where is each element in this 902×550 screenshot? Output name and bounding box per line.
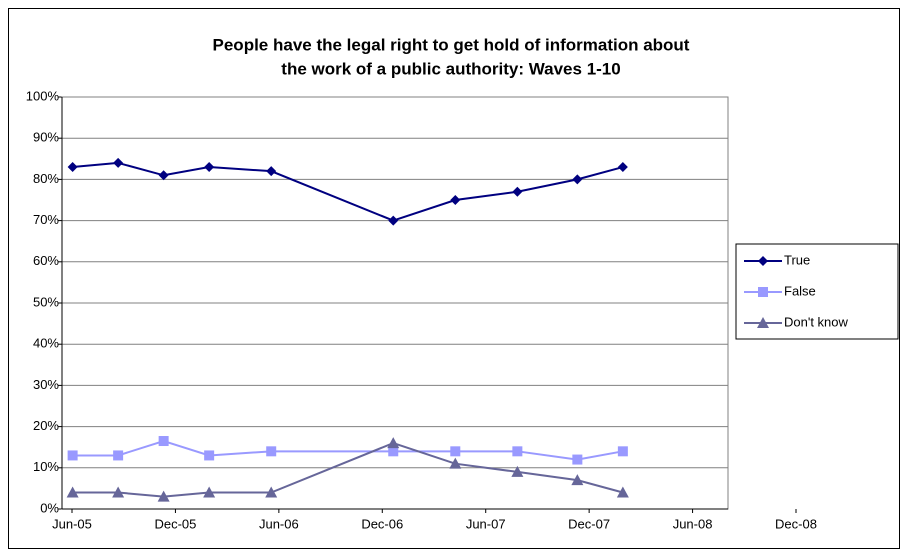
chart-title: the work of a public authority: Waves 1-… <box>281 59 620 78</box>
marker <box>113 157 124 168</box>
y-tick-label: 30% <box>33 377 59 392</box>
x-tick-label: Jun-05 <box>52 516 92 531</box>
y-tick-label: 40% <box>33 336 59 351</box>
legend-marker <box>758 287 768 297</box>
series-line <box>72 439 624 461</box>
marker <box>450 195 461 205</box>
x-tick-label: Jun-06 <box>259 516 299 531</box>
x-tick-label: Jun-08 <box>673 516 713 531</box>
legend-marker <box>758 256 768 266</box>
y-tick-label: 50% <box>33 294 59 309</box>
marker <box>572 174 583 185</box>
marker <box>204 450 215 461</box>
legend-label: True <box>784 252 810 267</box>
marker <box>158 436 169 447</box>
marker <box>617 162 628 173</box>
series-line <box>72 161 624 222</box>
x-tick-label: Dec-07 <box>568 516 610 531</box>
marker <box>112 486 125 498</box>
marker <box>203 486 216 498</box>
marker <box>511 465 524 477</box>
marker <box>204 162 215 173</box>
x-tick-label: Dec-08 <box>775 516 817 531</box>
marker <box>266 446 277 457</box>
chart-title: People have the legal right to get hold … <box>213 35 690 54</box>
marker <box>158 170 169 181</box>
series-line <box>72 442 624 498</box>
y-tick-label: 60% <box>33 253 59 268</box>
y-tick-label: 10% <box>33 459 59 474</box>
marker <box>449 457 462 469</box>
x-tick-label: Jun-07 <box>466 516 506 531</box>
y-tick-label: 0% <box>40 500 59 515</box>
legend-label: Don't know <box>784 314 849 329</box>
y-tick-label: 20% <box>33 418 59 433</box>
marker <box>265 486 278 498</box>
marker <box>572 454 583 465</box>
marker <box>512 446 523 457</box>
marker <box>617 446 628 457</box>
x-tick-label: Dec-05 <box>154 516 196 531</box>
legend-marker <box>757 317 769 328</box>
x-tick-label: Dec-06 <box>361 516 403 531</box>
marker <box>450 446 461 457</box>
marker <box>157 490 170 502</box>
marker <box>67 162 78 173</box>
marker <box>66 486 79 498</box>
marker <box>387 437 400 449</box>
y-tick-label: 80% <box>33 171 59 186</box>
y-tick-label: 70% <box>33 212 59 227</box>
marker <box>616 486 629 498</box>
marker <box>388 215 399 226</box>
marker <box>266 166 277 177</box>
marker <box>512 186 523 197</box>
y-tick-label: 90% <box>33 130 59 145</box>
marker <box>571 474 584 486</box>
marker <box>388 446 399 457</box>
marker <box>67 450 78 461</box>
legend-label: False <box>784 283 816 298</box>
marker <box>113 450 124 461</box>
y-tick-label: 100% <box>26 88 60 103</box>
